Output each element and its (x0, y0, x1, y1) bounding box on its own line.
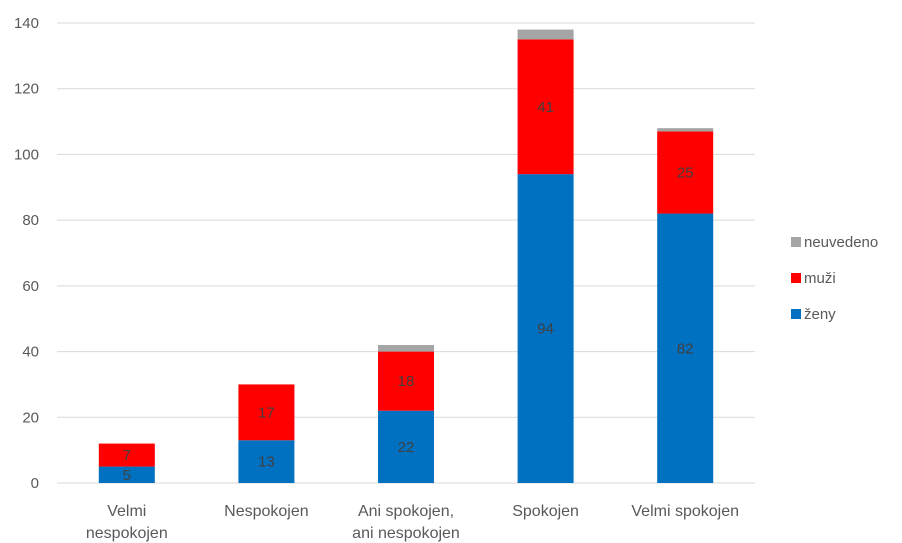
data-label: 41 (537, 99, 554, 116)
legend-label: neuvedeno (804, 234, 878, 251)
bar-segment (378, 345, 434, 352)
x-category-label: Ani spokojen, (358, 503, 454, 520)
y-tick-label: 80 (22, 212, 39, 229)
legend-swatch (791, 273, 801, 283)
data-label: 22 (398, 439, 415, 456)
bar-segment (657, 213, 714, 484)
y-tick-label: 140 (14, 15, 39, 32)
x-category-label: Nespokojen (224, 503, 309, 520)
data-label: 82 (677, 340, 694, 357)
legend-label: ženy (804, 306, 836, 323)
x-category-label: Velmi spokojen (631, 503, 739, 520)
y-axis: 0 20 40 60 80 100 120 140 (14, 15, 39, 492)
bar-segment (517, 39, 574, 175)
bars (98, 29, 714, 484)
x-category-label: Velmi (107, 503, 146, 520)
legend-label: muži (804, 270, 836, 287)
bar-segment (238, 384, 295, 441)
y-tick-label: 40 (22, 344, 39, 361)
data-label: 25 (677, 165, 694, 182)
y-tick-label: 120 (14, 81, 39, 98)
bar-segment (517, 29, 574, 40)
bar-segment (98, 466, 155, 483)
data-label: 5 (123, 467, 131, 484)
bar-segment (378, 410, 434, 483)
bar-segment (517, 174, 574, 483)
x-category-label: Spokojen (512, 503, 579, 520)
bar-segment (378, 351, 434, 411)
data-label: 13 (258, 454, 275, 471)
gridlines (57, 22, 755, 484)
x-axis: Velmi nespokojen Nespokojen Ani spokojen, an… (86, 503, 739, 542)
legend: neuvedeno muži ženy (791, 234, 878, 323)
bar-segment (238, 440, 295, 483)
data-label: 17 (258, 404, 275, 421)
x-category-label: nespokojen (86, 525, 168, 542)
data-label: 7 (123, 447, 131, 464)
legend-swatch (791, 309, 801, 319)
y-tick-label: 100 (14, 146, 39, 163)
bar-segment (657, 131, 714, 214)
data-labels: 5 7 13 17 22 18 94 41 82 25 (123, 99, 694, 484)
bar-segment (98, 443, 155, 467)
data-label: 18 (398, 373, 415, 390)
y-tick-label: 20 (22, 409, 39, 426)
legend-swatch (791, 237, 801, 247)
y-tick-label: 0 (31, 475, 39, 492)
y-tick-label: 60 (22, 278, 39, 295)
bar-segment (657, 128, 714, 132)
x-category-label: ani nespokojen (352, 525, 460, 542)
data-label: 94 (537, 321, 554, 338)
